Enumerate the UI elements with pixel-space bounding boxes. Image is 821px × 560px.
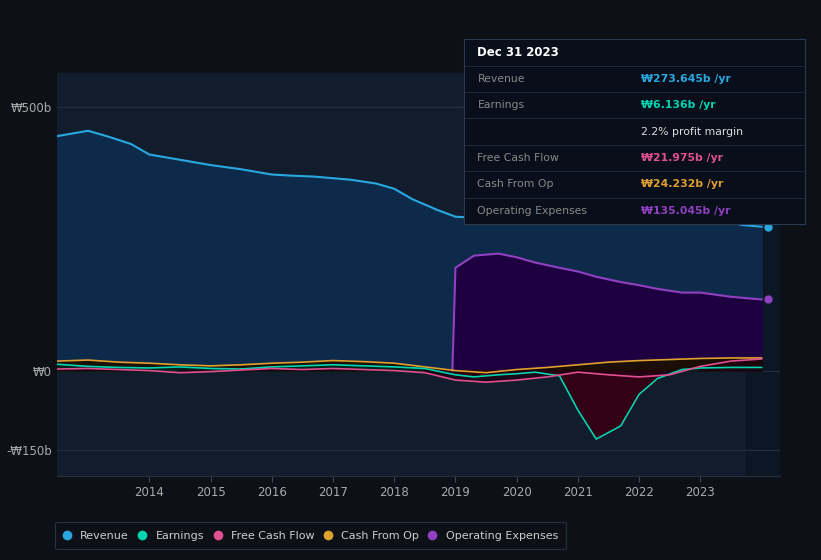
Text: ₩24.232b /yr: ₩24.232b /yr xyxy=(641,179,723,189)
Text: Operating Expenses: Operating Expenses xyxy=(478,206,588,216)
Text: ₩135.045b /yr: ₩135.045b /yr xyxy=(641,206,731,216)
Text: Dec 31 2023: Dec 31 2023 xyxy=(478,46,559,59)
Bar xyxy=(746,73,780,476)
Text: Earnings: Earnings xyxy=(478,100,525,110)
Text: ₩6.136b /yr: ₩6.136b /yr xyxy=(641,100,716,110)
Text: ₩273.645b /yr: ₩273.645b /yr xyxy=(641,74,731,84)
Text: ₩21.975b /yr: ₩21.975b /yr xyxy=(641,153,723,163)
Text: Free Cash Flow: Free Cash Flow xyxy=(478,153,559,163)
Text: 2.2% profit margin: 2.2% profit margin xyxy=(641,127,743,137)
Text: Revenue: Revenue xyxy=(478,74,525,84)
Legend: Revenue, Earnings, Free Cash Flow, Cash From Op, Operating Expenses: Revenue, Earnings, Free Cash Flow, Cash … xyxy=(55,522,566,549)
Text: Cash From Op: Cash From Op xyxy=(478,179,554,189)
